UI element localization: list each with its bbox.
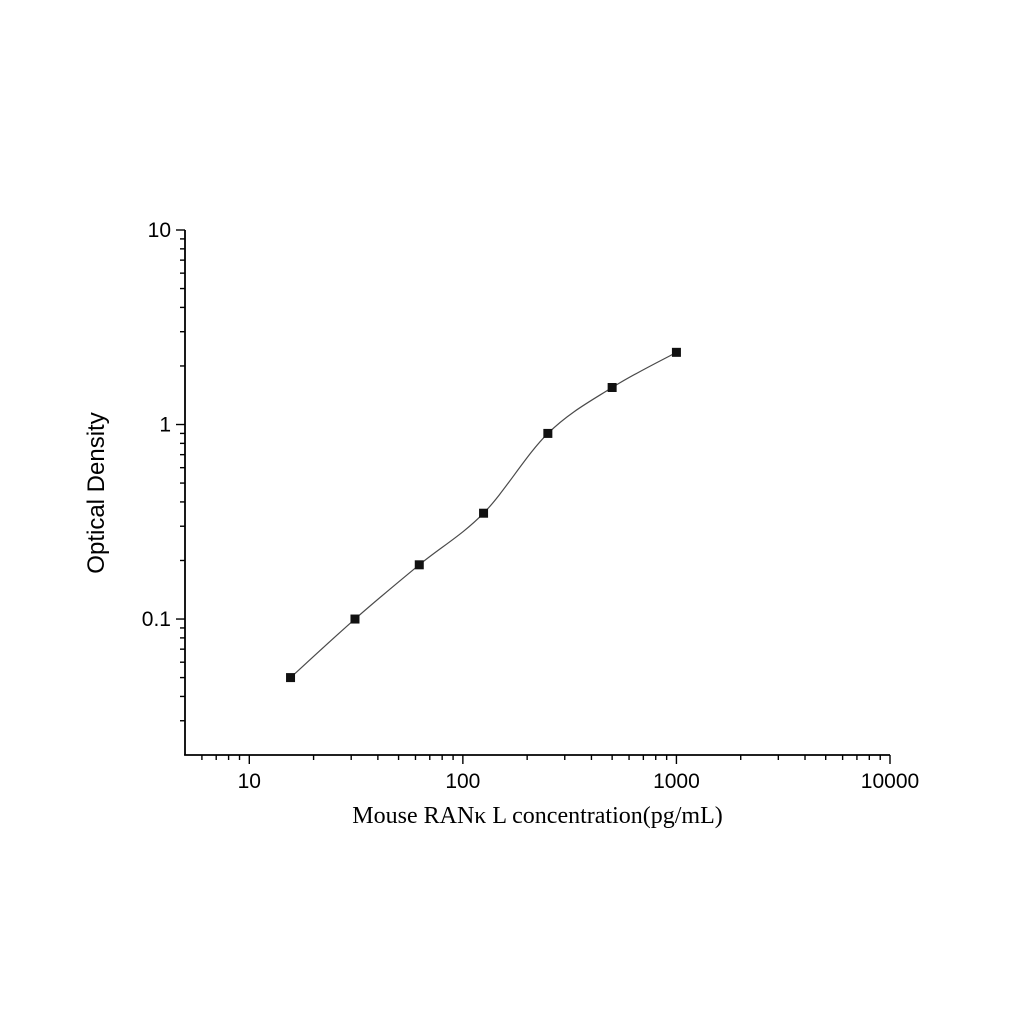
data-point-marker [479, 508, 489, 518]
data-point-marker [607, 383, 617, 392]
y-axis-title: Optical Density [83, 412, 110, 574]
data-point-marker [671, 347, 681, 357]
y-tick-label: 1 [159, 414, 171, 437]
x-tick-label: 10 [238, 770, 261, 793]
data-point-marker [286, 673, 296, 683]
y-tick-label: 0.1 [142, 608, 171, 631]
y-tick-label: 10 [148, 219, 171, 242]
x-tick-label: 1000 [653, 770, 700, 793]
data-point-marker [543, 428, 553, 438]
x-tick-label: 10000 [861, 770, 919, 793]
x-axis-title: Mouse RANκ L concentration(pg/mL) [352, 803, 723, 829]
data-point-marker [350, 614, 360, 624]
data-point-marker [414, 560, 424, 570]
x-tick-label: 100 [445, 770, 480, 793]
